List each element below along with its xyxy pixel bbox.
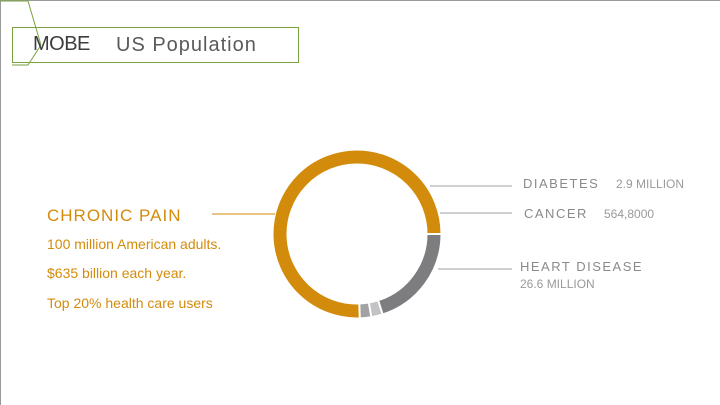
cancer-label: CANCER xyxy=(524,206,588,221)
donut-separator xyxy=(358,297,361,324)
donut-separator xyxy=(366,296,374,323)
donut-slice-cancer xyxy=(368,301,383,317)
title-box xyxy=(12,27,299,63)
chronic-pain-line-2: $635 billion each year. xyxy=(47,265,187,281)
donut-slice-diabetes xyxy=(359,303,372,318)
title-corner-decoration xyxy=(0,0,42,66)
diabetes-label: DIABETES xyxy=(523,176,600,191)
frame-left-line xyxy=(0,0,1,405)
chronic-pain-line-3: Top 20% health care users xyxy=(47,295,213,311)
leader-lines xyxy=(212,185,512,270)
donut-slice-chronic-pain xyxy=(273,150,441,318)
chronic-pain-title: CHRONIC PAIN xyxy=(47,206,182,225)
heart-disease-value: 26.6 MILLION xyxy=(520,277,595,291)
frame-top-line xyxy=(0,0,720,1)
page-title: US Population xyxy=(116,34,257,56)
donut-slices xyxy=(273,150,447,324)
heart-disease-label: HEART DISEASE xyxy=(520,259,644,274)
cancer-value: 564,8000 xyxy=(604,207,655,221)
chronic-pain-line-1: 100 million American adults. xyxy=(47,236,222,252)
donut-slice-heart-disease xyxy=(378,233,441,314)
diabetes-value: 2.9 MILLION xyxy=(616,177,685,191)
brand-logo-text: MOBE xyxy=(33,33,90,55)
donut-separator xyxy=(375,294,386,321)
